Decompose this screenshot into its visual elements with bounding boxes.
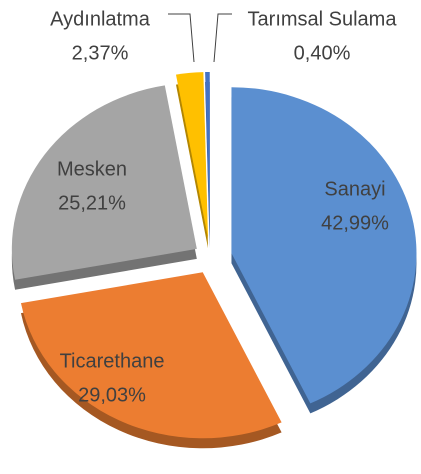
slice xyxy=(11,85,197,280)
slice-value-label: 25,21% xyxy=(58,192,126,214)
slice-value-label: 29,03% xyxy=(78,384,146,406)
slice-label: Tarımsal Sulama xyxy=(248,8,398,30)
slice-value-label: 42,99% xyxy=(321,212,389,234)
leader-line xyxy=(213,13,232,63)
slice xyxy=(231,87,417,404)
slice xyxy=(205,72,210,239)
slice-label: Mesken xyxy=(57,158,127,180)
leader-line xyxy=(168,13,195,63)
slice-label: Aydınlatma xyxy=(50,8,151,30)
slice-value-label: 0,40% xyxy=(294,42,351,64)
slice-label: Ticarethane xyxy=(60,350,165,372)
slice-label: Sanayi xyxy=(324,178,385,200)
slice xyxy=(20,272,282,439)
slice-value-label: 2,37% xyxy=(72,42,129,64)
slice xyxy=(175,72,209,239)
